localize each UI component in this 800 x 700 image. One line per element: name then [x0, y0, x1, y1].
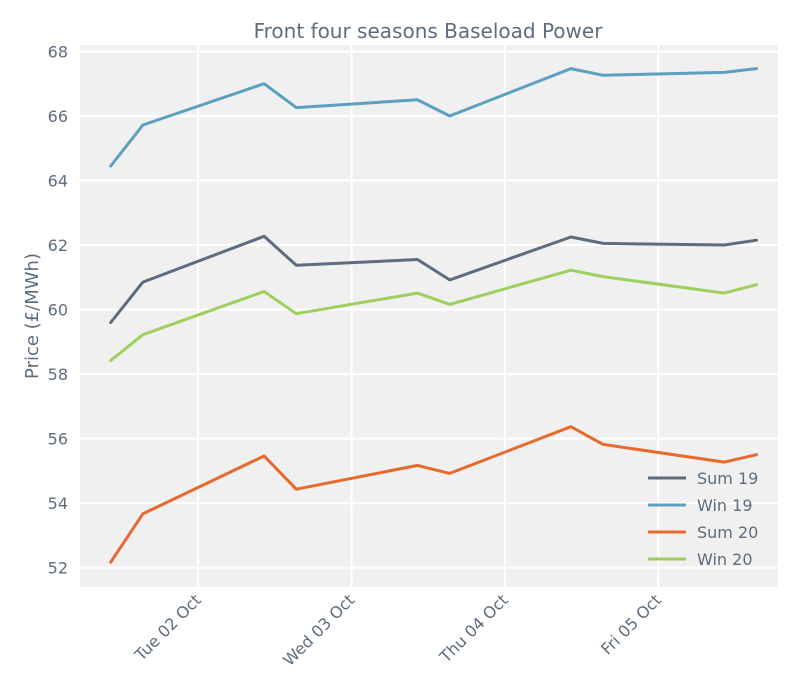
- x-tick-label: Fri 05 Oct: [597, 590, 665, 658]
- y-tick-label: 64: [48, 172, 68, 191]
- legend-label-sum-19: Sum 19: [697, 469, 758, 488]
- x-tick-label: Thu 04 Oct: [435, 590, 512, 667]
- legend-item-sum-19: Sum 19: [648, 469, 758, 488]
- y-tick-label: 60: [48, 301, 68, 320]
- legend-item-sum-20: Sum 20: [648, 523, 758, 542]
- y-tick-label: 68: [48, 42, 68, 61]
- y-tick-label: 58: [48, 365, 68, 384]
- y-axis-label: Price (£/MWh): [22, 253, 43, 379]
- y-tick-label: 56: [48, 430, 68, 449]
- y-tick-label: 62: [48, 236, 68, 255]
- y-tick-label: 52: [48, 559, 68, 578]
- legend-item-win-20: Win 20: [648, 550, 753, 569]
- series-lines: [109, 67, 758, 564]
- legend-item-win-19: Win 19: [648, 496, 753, 515]
- y-tick-label: 66: [48, 107, 68, 126]
- chart-title: Front four seasons Baseload Power: [254, 19, 604, 43]
- legend-label-win-20: Win 20: [697, 550, 753, 569]
- x-tick-label: Wed 03 Oct: [279, 590, 358, 669]
- y-tick-label: 54: [48, 494, 68, 513]
- series-line-win-20: [109, 268, 758, 362]
- legend-label-win-19: Win 19: [697, 496, 753, 515]
- legend-label-sum-20: Sum 20: [697, 523, 758, 542]
- legend: Sum 19 Win 19 Sum 20 Win 20: [648, 469, 758, 569]
- series-line-sum-19: [109, 234, 758, 324]
- series-line-win-19: [109, 67, 758, 168]
- x-tick-label: Tue 02 Oct: [130, 590, 205, 665]
- series-line-sum-20: [109, 425, 758, 564]
